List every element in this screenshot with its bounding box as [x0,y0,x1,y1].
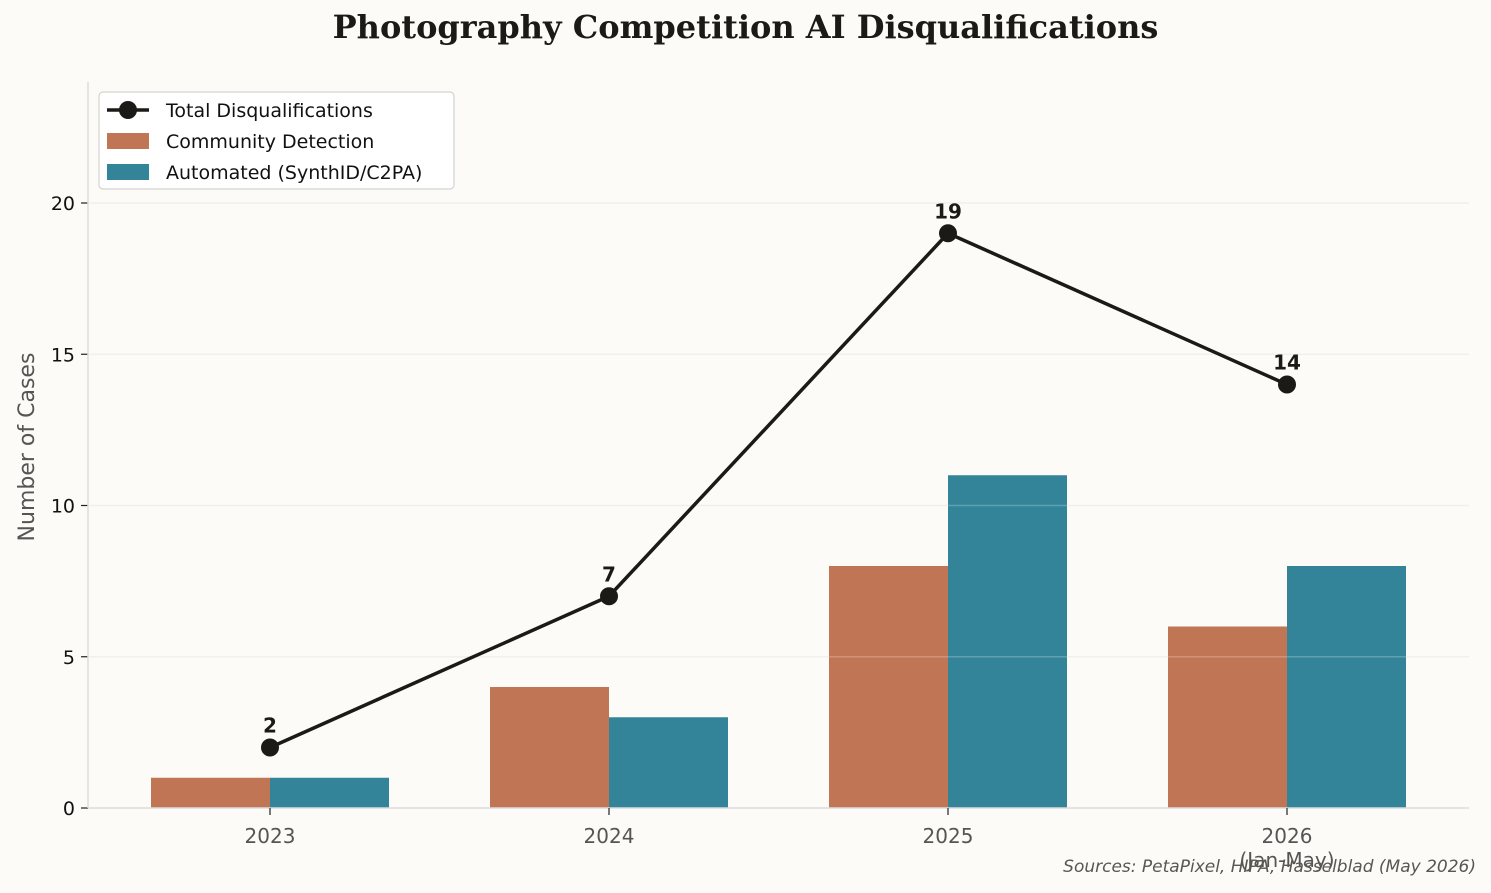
total-line-path [269,231,1288,750]
source-note: Sources: PetaPixel, HIPA, Hasselblad (Ma… [1063,857,1476,877]
x-tick-label: 2023 [245,824,296,848]
grid-lines [88,202,1469,658]
y-axis-label: Number of Cases [15,353,40,542]
x-tick-label: 2025 [923,824,974,848]
automated-bar [948,475,1067,808]
x-tick-label: 2024 [584,824,635,848]
legend-label: Total Disqualifications [165,100,373,122]
community-bar [151,777,270,808]
x-tick-label: (Jan-May) [1240,848,1335,872]
bars [88,202,1469,808]
legend-label: Community Detection [166,131,374,153]
total-data-label: 2 [263,714,277,738]
community-bar [490,687,609,808]
y-tick-label: 0 [63,798,75,820]
automated-bar [270,777,389,808]
automated-bar [1287,566,1406,808]
x-tick-label: 2026 [1262,824,1313,848]
total-point [939,224,957,243]
legend-label: Automated (SynthID/C2PA) [166,162,422,184]
legend-box [98,91,455,190]
total-point [1278,375,1296,394]
y-tick-label: 15 [51,344,75,366]
data-labels: 2 7 19 14 [263,199,1301,737]
chart-title: Photography Competition AI Disqualificat… [332,8,1159,46]
community-bar [829,566,948,808]
y-tick-label: 10 [51,496,75,518]
total-line [261,224,1296,757]
axes: 0 5 10 15 20 2023 2024 2025 2026(Jan-May) Number … [15,82,1469,872]
legend: Total Disqualifications Community Detecti… [98,91,455,190]
total-data-label: 14 [1273,351,1301,375]
legend-marker [119,101,137,119]
y-tick-label: 20 [51,193,75,215]
legend-bar-swatch [107,164,149,180]
total-point [261,738,279,757]
automated-bar [609,717,728,808]
community-bar [1168,626,1287,808]
total-point [600,587,618,606]
y-tick-label: 5 [63,647,75,669]
legend-bar-swatch [107,133,149,149]
total-data-label: 19 [934,199,962,223]
total-data-label: 7 [602,562,616,586]
